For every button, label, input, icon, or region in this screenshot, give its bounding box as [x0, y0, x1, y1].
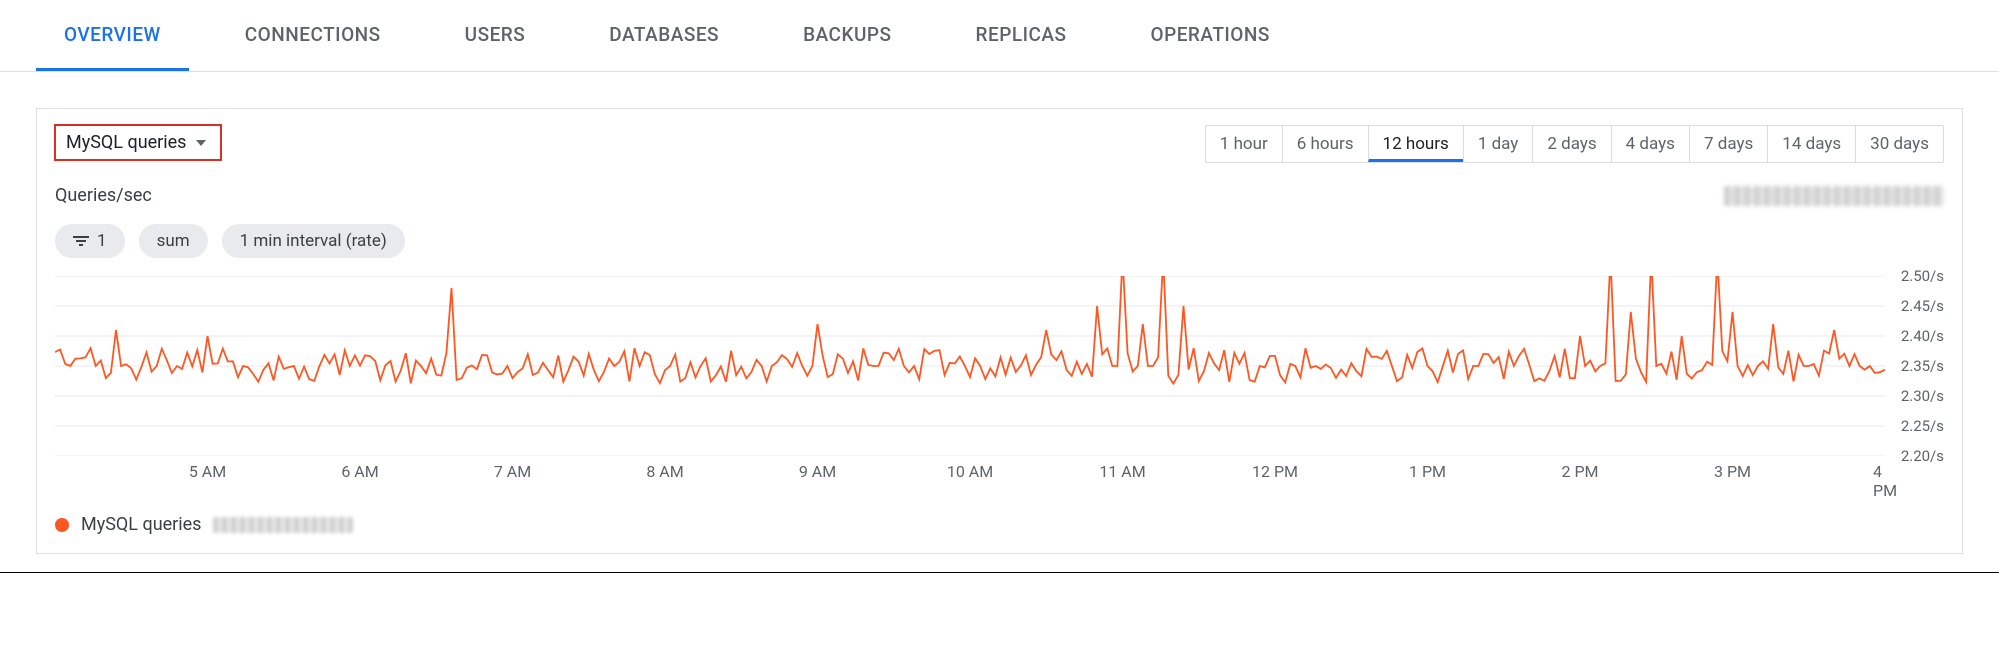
y-tick-label: 2.45/s	[1901, 297, 1944, 315]
x-tick-label: 4 PM	[1873, 462, 1897, 500]
x-tick-label: 5 AM	[189, 462, 226, 481]
chart-area: 2.20/s2.25/s2.30/s2.35/s2.40/s2.45/s2.50…	[55, 276, 1944, 486]
interval-chip[interactable]: 1 min interval (rate)	[222, 224, 405, 258]
y-tick-label: 2.25/s	[1901, 417, 1944, 435]
time-range-option[interactable]: 1 hour	[1206, 126, 1282, 162]
chart-legend: MySQL queries	[55, 514, 1944, 535]
chevron-down-icon	[196, 140, 206, 146]
x-tick-label: 8 AM	[646, 462, 683, 481]
chart-panel: MySQL queries 1 hour6 hours12 hours1 day…	[36, 108, 1963, 554]
x-tick-label: 1 PM	[1409, 462, 1446, 481]
y-tick-label: 2.50/s	[1901, 267, 1944, 285]
tab-overview[interactable]: OVERVIEW	[36, 0, 189, 71]
time-range-option[interactable]: 6 hours	[1282, 126, 1368, 162]
x-tick-label: 12 PM	[1252, 462, 1298, 481]
time-range-option[interactable]: 7 days	[1689, 126, 1767, 162]
legend-color-dot	[55, 518, 69, 532]
x-tick-label: 6 AM	[341, 462, 378, 481]
filter-icon	[73, 236, 89, 246]
time-range-option[interactable]: 1 day	[1463, 126, 1533, 162]
x-tick-label: 9 AM	[799, 462, 836, 481]
legend-series-label: MySQL queries	[81, 514, 201, 535]
y-tick-label: 2.20/s	[1901, 447, 1944, 465]
x-tick-label: 2 PM	[1561, 462, 1598, 481]
y-tick-label: 2.35/s	[1901, 357, 1944, 375]
tab-operations[interactable]: OPERATIONS	[1122, 0, 1297, 71]
time-range-option[interactable]: 14 days	[1767, 126, 1855, 162]
time-range-option[interactable]: 2 days	[1532, 126, 1610, 162]
tab-replicas[interactable]: REPLICAS	[948, 0, 1095, 71]
time-range-option[interactable]: 4 days	[1611, 126, 1689, 162]
tab-connections[interactable]: CONNECTIONS	[217, 0, 409, 71]
filter-chip-count: 1	[97, 231, 107, 251]
tab-users[interactable]: USERS	[437, 0, 554, 71]
y-axis-title: Queries/sec	[55, 185, 152, 206]
x-tick-label: 11 AM	[1099, 462, 1145, 481]
redacted-instance-name	[1724, 186, 1944, 206]
time-range-option[interactable]: 30 days	[1855, 126, 1943, 162]
y-tick-label: 2.30/s	[1901, 387, 1944, 405]
y-tick-label: 2.40/s	[1901, 327, 1944, 345]
metric-dropdown-label: MySQL queries	[66, 132, 186, 153]
aggregator-chip[interactable]: sum	[139, 224, 208, 258]
metric-dropdown[interactable]: MySQL queries	[55, 125, 221, 160]
x-tick-label: 7 AM	[494, 462, 531, 481]
redacted-legend-detail	[213, 517, 353, 533]
y-axis-labels: 2.20/s2.25/s2.30/s2.35/s2.40/s2.45/s2.50…	[1874, 276, 1944, 456]
x-axis-labels: 5 AM 6 AM 7 AM 8 AM 9 AM 10 AM 11 AM 12 PM 1 PM 2…	[55, 462, 1885, 486]
tab-bar: OVERVIEW CONNECTIONS USERS DATABASES BACKUPS…	[0, 0, 1999, 72]
time-range-selector: 1 hour6 hours12 hours1 day2 days4 days7 …	[1205, 125, 1944, 163]
x-tick-label: 3 PM	[1714, 462, 1751, 481]
line-chart	[55, 276, 1885, 456]
tab-databases[interactable]: DATABASES	[581, 0, 747, 71]
filter-chip[interactable]: 1	[55, 224, 125, 258]
x-tick-label: 10 AM	[947, 462, 993, 481]
interval-chip-label: 1 min interval (rate)	[240, 231, 387, 251]
tab-backups[interactable]: BACKUPS	[775, 0, 919, 71]
time-range-option[interactable]: 12 hours	[1368, 126, 1463, 162]
aggregator-chip-label: sum	[157, 231, 190, 251]
